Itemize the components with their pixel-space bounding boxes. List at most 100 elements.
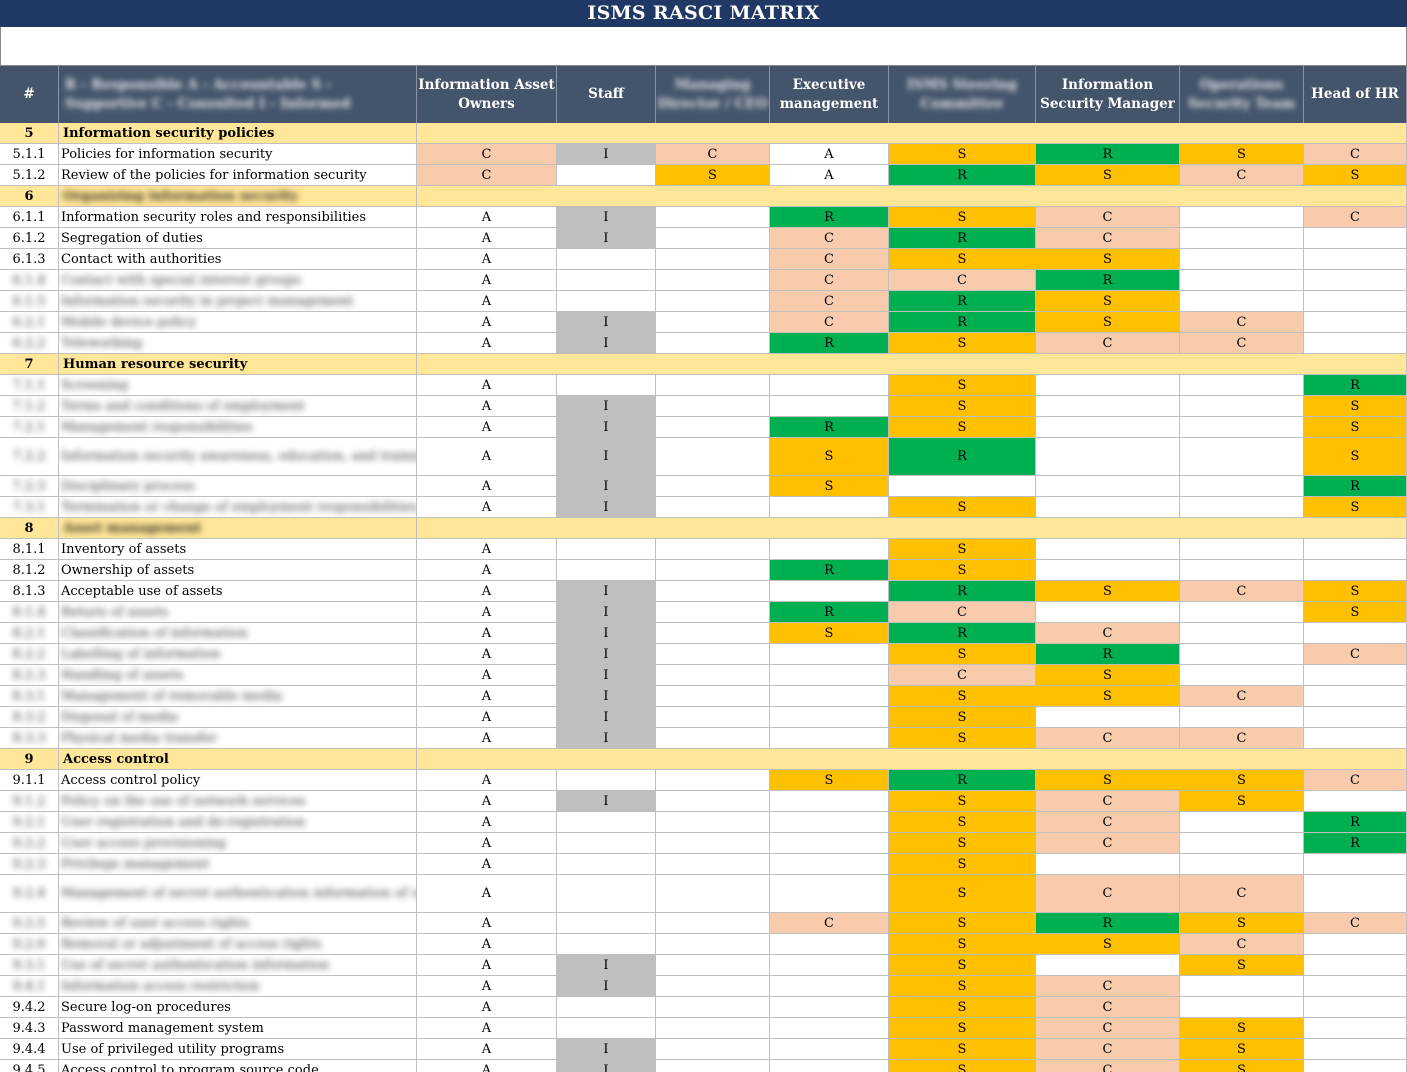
rasci-cell[interactable] <box>656 997 770 1018</box>
rasci-cell[interactable]: I <box>557 1060 656 1072</box>
rasci-cell[interactable]: C <box>770 249 889 270</box>
control-number-cell[interactable]: 8.3.1 <box>0 686 59 707</box>
control-name-cell[interactable]: Information security in project manageme… <box>59 291 417 312</box>
rasci-cell[interactable] <box>770 665 889 686</box>
rasci-cell[interactable] <box>1180 375 1304 396</box>
rasci-cell[interactable] <box>656 1018 770 1039</box>
rasci-cell[interactable]: A <box>417 539 557 560</box>
rasci-cell[interactable]: S <box>889 375 1036 396</box>
rasci-cell[interactable] <box>1180 207 1304 228</box>
rasci-cell[interactable] <box>1036 707 1180 728</box>
rasci-cell[interactable]: C <box>1036 228 1180 249</box>
rasci-cell[interactable]: R <box>1304 833 1407 854</box>
rasci-cell[interactable] <box>1304 1060 1407 1072</box>
control-name-cell[interactable]: Contact with authorities <box>59 249 417 270</box>
rasci-cell[interactable] <box>1180 997 1304 1018</box>
section-fill-cell[interactable] <box>417 123 1407 144</box>
rasci-cell[interactable] <box>770 728 889 749</box>
control-number-cell[interactable]: 8.1.1 <box>0 539 59 560</box>
rasci-cell[interactable]: C <box>770 270 889 291</box>
section-title-cell[interactable]: Asset management <box>59 518 417 539</box>
rasci-cell[interactable]: S <box>1180 144 1304 165</box>
rasci-cell[interactable]: C <box>770 228 889 249</box>
control-number-cell[interactable]: 7.2.1 <box>0 417 59 438</box>
rasci-cell[interactable]: R <box>889 623 1036 644</box>
rasci-cell[interactable]: R <box>770 602 889 623</box>
rasci-cell[interactable] <box>770 854 889 875</box>
rasci-cell[interactable]: S <box>1036 291 1180 312</box>
rasci-cell[interactable]: C <box>770 312 889 333</box>
rasci-cell[interactable]: R <box>1304 812 1407 833</box>
rasci-cell[interactable] <box>1304 228 1407 249</box>
control-number-cell[interactable]: 8.1.4 <box>0 602 59 623</box>
control-name-cell[interactable]: Review of the policies for information s… <box>59 165 417 186</box>
rasci-cell[interactable]: A <box>417 997 557 1018</box>
rasci-cell[interactable]: S <box>889 333 1036 354</box>
rasci-cell[interactable]: S <box>1180 955 1304 976</box>
control-number-cell[interactable]: 5 <box>0 123 59 144</box>
control-name-cell[interactable]: Access control policy <box>59 770 417 791</box>
rasci-cell[interactable] <box>1304 560 1407 581</box>
rasci-cell[interactable]: A <box>417 791 557 812</box>
rasci-cell[interactable]: S <box>1180 913 1304 934</box>
rasci-cell[interactable]: C <box>1036 728 1180 749</box>
rasci-cell[interactable] <box>770 812 889 833</box>
rasci-cell[interactable] <box>1304 976 1407 997</box>
rasci-cell[interactable] <box>1036 955 1180 976</box>
section-fill-cell[interactable] <box>417 354 1407 375</box>
col-header-staff[interactable]: Staff <box>557 66 656 123</box>
control-number-cell[interactable]: 8.2.3 <box>0 665 59 686</box>
control-name-cell[interactable]: Use of privileged utility programs <box>59 1039 417 1060</box>
rasci-cell[interactable] <box>656 686 770 707</box>
rasci-cell[interactable] <box>1304 249 1407 270</box>
rasci-cell[interactable]: A <box>417 728 557 749</box>
section-fill-cell[interactable] <box>417 518 1407 539</box>
control-name-cell[interactable]: Disposal of media <box>59 707 417 728</box>
rasci-cell[interactable]: C <box>889 270 1036 291</box>
rasci-cell[interactable] <box>656 1060 770 1072</box>
rasci-cell[interactable] <box>656 581 770 602</box>
control-number-cell[interactable]: 6.1.3 <box>0 249 59 270</box>
control-name-cell[interactable]: Use of secret authentication information <box>59 955 417 976</box>
control-number-cell[interactable]: 8.3.2 <box>0 707 59 728</box>
rasci-cell[interactable] <box>557 165 656 186</box>
control-number-cell[interactable]: 9.1.2 <box>0 791 59 812</box>
rasci-cell[interactable]: C <box>1036 1060 1180 1072</box>
rasci-cell[interactable] <box>557 913 656 934</box>
control-name-cell[interactable]: Teleworking <box>59 333 417 354</box>
rasci-cell[interactable]: A <box>417 934 557 955</box>
rasci-cell[interactable]: I <box>557 955 656 976</box>
rasci-cell[interactable]: S <box>1304 581 1407 602</box>
rasci-cell[interactable] <box>770 539 889 560</box>
rasci-cell[interactable] <box>656 644 770 665</box>
rasci-cell[interactable] <box>557 997 656 1018</box>
rasci-cell[interactable]: A <box>417 644 557 665</box>
control-number-cell[interactable]: 6.2.2 <box>0 333 59 354</box>
rasci-cell[interactable]: R <box>889 165 1036 186</box>
col-header-managing-director[interactable]: Managing Director / CEO <box>656 66 770 123</box>
rasci-cell[interactable]: C <box>1304 770 1407 791</box>
rasci-cell[interactable] <box>770 934 889 955</box>
rasci-cell[interactable]: S <box>1180 1060 1304 1072</box>
rasci-cell[interactable] <box>557 770 656 791</box>
rasci-cell[interactable]: C <box>1180 333 1304 354</box>
rasci-cell[interactable]: C <box>1180 875 1304 913</box>
rasci-cell[interactable]: C <box>1180 581 1304 602</box>
rasci-cell[interactable]: C <box>1304 144 1407 165</box>
rasci-cell[interactable] <box>770 686 889 707</box>
rasci-cell[interactable] <box>1036 375 1180 396</box>
rasci-cell[interactable]: R <box>889 438 1036 476</box>
rasci-cell[interactable] <box>1180 291 1304 312</box>
control-number-cell[interactable]: 7.2.2 <box>0 438 59 476</box>
control-name-cell[interactable]: Password management system <box>59 1018 417 1039</box>
rasci-cell[interactable]: I <box>557 144 656 165</box>
rasci-cell[interactable] <box>656 417 770 438</box>
rasci-cell[interactable] <box>770 396 889 417</box>
control-number-cell[interactable]: 5.1.2 <box>0 165 59 186</box>
rasci-cell[interactable]: R <box>889 770 1036 791</box>
rasci-cell[interactable]: I <box>557 707 656 728</box>
rasci-cell[interactable] <box>557 854 656 875</box>
control-number-cell[interactable]: 9.2.5 <box>0 913 59 934</box>
section-title-cell[interactable]: Human resource security <box>59 354 417 375</box>
col-header-security-manager[interactable]: Information Security Manager <box>1036 66 1180 123</box>
